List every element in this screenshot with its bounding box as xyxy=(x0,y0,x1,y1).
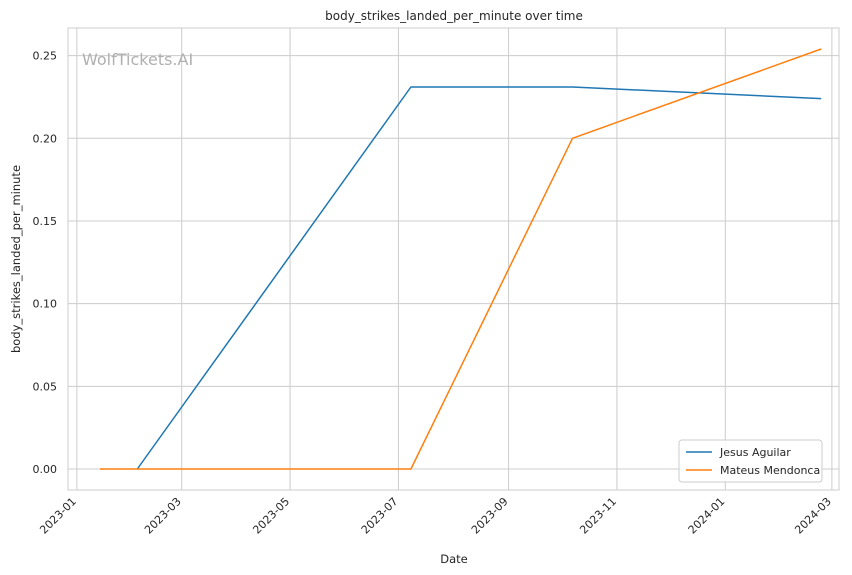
y-tick-label: 0.15 xyxy=(33,215,58,228)
series-line-0 xyxy=(136,86,822,470)
y-gridlines xyxy=(68,55,839,470)
y-tick-label: 0.25 xyxy=(33,50,58,63)
legend-label: Mateus Mendonca xyxy=(720,464,820,477)
x-tick-labels: 2023-01 2023-03 2023-05 2023-07 2023-09 2023-… xyxy=(37,495,834,537)
x-axis-label: Date xyxy=(440,552,468,566)
x-tick-label: 2023-05 xyxy=(250,495,292,537)
x-tick-label: 2023-07 xyxy=(359,495,401,537)
y-tick-label: 0.10 xyxy=(33,298,58,311)
x-tick-label: 2023-09 xyxy=(469,495,511,537)
y-tick-labels: 0.00 0.05 0.10 0.15 0.20 0.25 xyxy=(33,50,58,476)
y-tick-label: 0.00 xyxy=(33,463,58,476)
legend-label: Jesus Aguilar xyxy=(719,446,791,459)
x-tick-label: 2024-03 xyxy=(792,495,834,537)
series-lines xyxy=(100,48,822,470)
y-axis-label: body_strikes_landed_per_minute xyxy=(9,165,23,353)
watermark: WolfTickets.AI xyxy=(82,50,193,69)
chart-title: body_strikes_landed_per_minute over time xyxy=(325,9,583,23)
y-tick-label: 0.05 xyxy=(33,380,58,393)
x-tick-label: 2024-01 xyxy=(686,495,728,537)
x-tick-label: 2023-03 xyxy=(142,495,184,537)
plot-area xyxy=(67,27,840,491)
y-tick-label: 0.20 xyxy=(33,132,58,145)
legend: Jesus Aguilar Mateus Mendonca xyxy=(678,439,823,483)
x-tick-label: 2023-01 xyxy=(37,495,79,537)
legend-box xyxy=(678,439,823,483)
x-tick-label: 2023-11 xyxy=(577,495,619,537)
series-line-1 xyxy=(100,48,822,470)
